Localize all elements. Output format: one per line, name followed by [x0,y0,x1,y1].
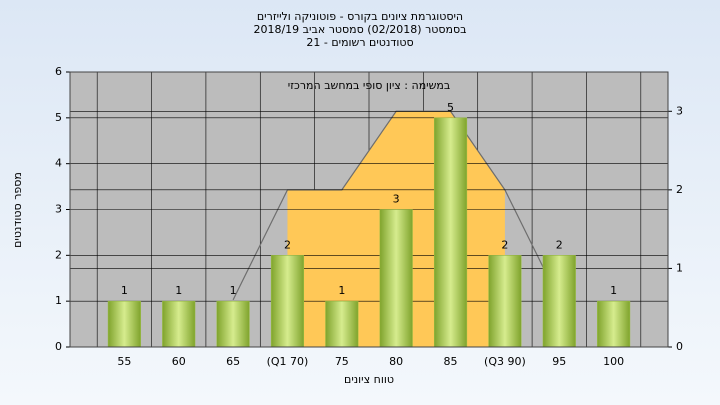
y2-tick-label: 2 [676,183,683,196]
y2-tick-label: 3 [676,104,683,117]
plot-border [69,71,669,348]
data-label: 2 [501,238,508,251]
y2-tick-label: 0 [676,340,683,353]
y-tick-label: 0 [55,340,62,353]
chart-title: היסטוגרמת ציונים בקורס - פוטוניקה ולייזר… [257,10,463,23]
data-label: 3 [393,193,400,206]
data-label: 2 [556,238,563,251]
bar [270,255,305,348]
data-label: 1 [121,284,128,297]
bar [216,300,250,348]
bar [597,300,631,348]
data-label: 1 [175,284,182,297]
x-tick-label: 60 [172,355,186,368]
data-label: 2 [284,238,291,251]
chart-subtitle: סטודנטים רשומים - 21 [306,36,413,49]
bar [433,117,468,348]
y-tick-label: 5 [55,111,62,124]
bar [325,300,359,348]
bar [488,255,522,348]
x-tick-label: 80 [389,355,403,368]
bar [107,300,141,348]
y-axis-label: מספר סטודנטים [11,172,24,248]
x-tick-label: 75 [335,355,349,368]
x-tick-label: (Q3 90) [484,355,526,368]
data-label: 1 [610,284,617,297]
x-tick-label: 100 [603,355,624,368]
x-tick-label: 65 [226,355,240,368]
y-tick-label: 3 [55,203,62,216]
x-tick-label: 95 [552,355,566,368]
y-tick-label: 1 [55,294,62,307]
y-tick-label: 6 [55,65,62,78]
x-tick-label: 55 [117,355,131,368]
chart-subtitle: בסמסטר (02/2018) סמסטר אביב 2018/19 [253,23,466,36]
x-tick-label: (Q1 70) [267,355,309,368]
x-axis-label: טווח ציונים [344,373,394,386]
bar [162,300,196,348]
data-label: 1 [338,284,345,297]
x-tick-label: 85 [444,355,458,368]
y2-tick-label: 1 [676,261,683,274]
data-label: 1 [230,284,237,297]
bar [542,255,576,348]
data-label: 5 [447,101,454,114]
y-tick-label: 2 [55,248,62,261]
y-tick-label: 4 [55,157,62,170]
bar [379,209,413,348]
